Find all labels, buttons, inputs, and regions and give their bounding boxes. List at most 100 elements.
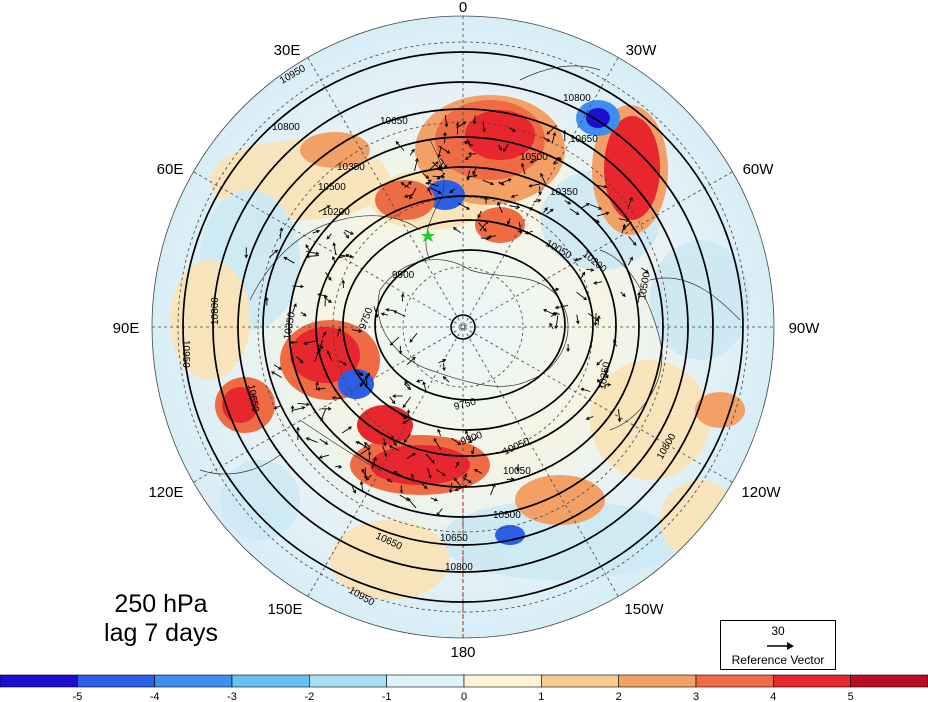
wind-vector	[555, 315, 559, 329]
wind-vector	[530, 158, 540, 163]
wind-vector	[444, 114, 448, 127]
wind-vector	[314, 350, 320, 362]
wind-vector-head	[596, 315, 601, 319]
wind-vector-head	[402, 420, 406, 424]
wind-vector	[364, 467, 367, 479]
wind-vector	[291, 405, 294, 413]
reference-arrow-icon	[767, 642, 794, 650]
wind-vector	[555, 304, 569, 309]
wind-vector	[389, 396, 396, 404]
wind-vector-head	[502, 148, 507, 153]
colorbar-box	[77, 674, 155, 688]
wind-vector	[478, 222, 487, 232]
wind-vector-head	[553, 161, 557, 166]
wind-vector	[291, 303, 297, 314]
wind-vector	[467, 140, 472, 148]
wind-vector-head	[603, 184, 608, 189]
wind-vector	[359, 378, 365, 387]
contour-label: 10800	[563, 93, 591, 104]
wind-vector	[339, 254, 349, 259]
wind-vector	[341, 426, 352, 434]
wind-vector	[421, 483, 428, 489]
wind-vector	[604, 369, 609, 379]
wind-vector-head	[468, 479, 472, 484]
wind-vector	[627, 257, 633, 266]
wind-vector-head	[449, 189, 454, 194]
wind-vector-head	[373, 456, 377, 461]
wind-vector-head	[487, 234, 492, 239]
wind-vector-head	[575, 211, 580, 215]
wind-vector-head	[485, 220, 489, 224]
wind-vector	[586, 416, 594, 420]
wind-vector-head	[415, 157, 419, 162]
wind-vector	[356, 369, 363, 376]
wind-vector-head	[359, 383, 364, 388]
wind-vector-head	[363, 475, 368, 480]
wind-vector	[462, 476, 472, 483]
wind-vector	[283, 256, 295, 264]
wind-vector-head	[436, 175, 441, 180]
wind-vector	[594, 281, 603, 284]
wind-vector-head	[388, 445, 393, 449]
map-boundary	[151, 15, 775, 639]
location-star-marker	[421, 229, 435, 242]
wind-vector	[332, 397, 341, 399]
wind-vector-head	[289, 340, 294, 345]
wind-vector-head	[411, 148, 415, 153]
wind-vector-head	[457, 441, 462, 446]
contour-label: 9900	[392, 270, 415, 281]
wind-vector-head	[327, 406, 332, 411]
wind-vector-head	[299, 359, 304, 364]
wind-vector	[326, 233, 332, 240]
wind-vector	[464, 141, 474, 146]
wind-vector-head	[562, 129, 567, 134]
wind-vector-head	[506, 220, 511, 225]
wind-vector-head	[518, 230, 523, 235]
wind-vector-head	[463, 472, 468, 477]
wind-vector	[297, 402, 309, 406]
wind-vector	[318, 339, 324, 353]
wind-vector	[581, 203, 590, 209]
wind-vector-head	[423, 485, 428, 490]
wind-vector-head	[337, 327, 342, 332]
wind-vector-head	[465, 430, 469, 434]
wind-vector-head	[393, 471, 398, 475]
wind-vector-head	[389, 341, 394, 346]
contour-label: 10650	[380, 116, 408, 127]
wind-vector-head	[498, 147, 503, 151]
wind-vector-head	[605, 374, 609, 379]
colorbar-box	[231, 674, 310, 688]
contour-label: 10350	[597, 361, 613, 391]
wind-vector-head	[306, 402, 310, 407]
wind-vector-head	[374, 314, 379, 318]
wind-vector-head	[315, 251, 320, 256]
wind-vector-head	[391, 400, 396, 405]
wind-vector	[425, 179, 432, 185]
contour-label: 10500	[318, 182, 346, 193]
wind-vector	[351, 329, 362, 332]
wind-vector	[498, 144, 502, 151]
wind-vector-head	[593, 322, 598, 327]
wind-vector-head	[629, 256, 633, 261]
wind-vector	[339, 360, 347, 366]
wind-vector	[465, 155, 472, 160]
wind-vector-head	[409, 338, 413, 343]
wind-vector-head	[492, 483, 496, 488]
wind-vector	[398, 413, 407, 420]
colorbar-tick-label: 4	[770, 691, 776, 702]
wind-vector-head	[546, 138, 551, 142]
wind-vector	[387, 478, 393, 483]
wind-vector-head	[324, 441, 329, 445]
wind-vector-head	[472, 170, 476, 175]
wind-vector-head	[433, 437, 438, 442]
wind-vector-head	[322, 331, 327, 336]
wind-vector	[569, 208, 579, 215]
wind-vector-head	[468, 439, 473, 444]
wind-vector-head	[553, 312, 558, 316]
wind-vector-head	[625, 218, 630, 222]
wind-vector-head	[403, 439, 408, 443]
wind-vector-head	[365, 476, 370, 481]
wind-vector-head	[597, 378, 601, 383]
wind-vector	[335, 465, 342, 468]
wind-vector-head	[411, 356, 416, 361]
